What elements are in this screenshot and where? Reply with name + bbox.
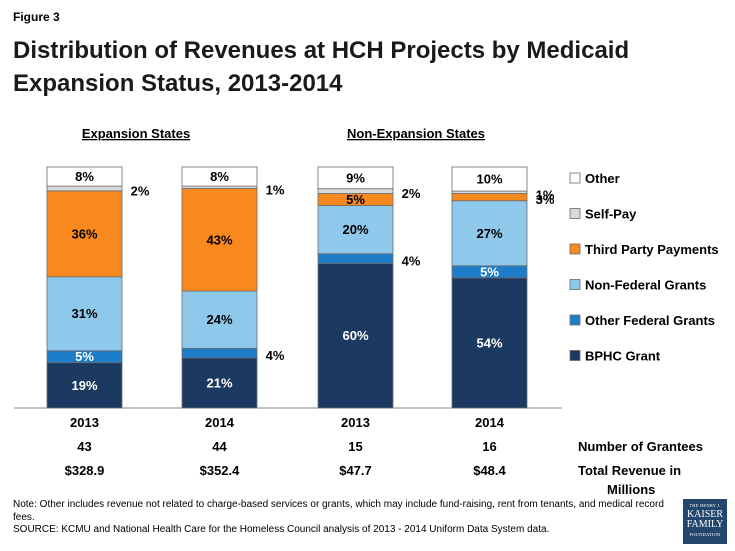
data-label: 1% [266, 182, 285, 197]
logo-line-2: KAISER [686, 509, 724, 520]
bar-segment [451, 193, 528, 202]
legend-label: Third Party Payments [585, 242, 719, 257]
bar-segment [451, 200, 528, 267]
bar-segment [46, 185, 123, 192]
legend-swatch [569, 172, 581, 184]
data-label: 54% [476, 335, 502, 350]
data-label: 5% [480, 264, 499, 279]
data-label: 4% [266, 348, 285, 363]
bar-segment [181, 166, 258, 187]
x-tick-label: 2013 [70, 415, 99, 430]
bar-segment [317, 188, 394, 194]
group-label: Expansion States [82, 126, 190, 141]
data-label: 5% [346, 192, 365, 207]
x-tick-label: 2013 [341, 415, 370, 430]
row-label-revenue: Total Revenue in [578, 463, 681, 478]
bar-segment [181, 290, 258, 349]
data-label: 36% [71, 226, 97, 241]
data-label: 8% [210, 169, 229, 184]
row-value: 43 [77, 439, 91, 454]
logo-line-1: THE HENRY J. [689, 503, 721, 508]
source-text: SOURCE: KCMU and National Health Care fo… [13, 524, 550, 535]
row-value: $328.9 [65, 463, 105, 478]
row-label-grantees: Number of Grantees [578, 439, 703, 454]
row-value: $352.4 [200, 463, 241, 478]
row-value: $47.7 [339, 463, 372, 478]
legend-swatch [569, 243, 581, 255]
bar-segment [181, 347, 258, 359]
row-label-revenue-unit: Millions [607, 482, 655, 497]
row-value: $48.4 [473, 463, 506, 478]
row-value: 15 [348, 439, 362, 454]
data-label: 4% [402, 254, 421, 269]
bar-segment [181, 357, 258, 409]
legend-swatch [569, 314, 581, 326]
data-label: 3% [536, 192, 555, 207]
legend-label: BPHC Grant [585, 349, 661, 364]
data-label: 19% [71, 378, 97, 393]
x-tick-label: 2014 [475, 415, 505, 430]
legend-swatch [569, 350, 581, 361]
bar-segment [46, 276, 123, 352]
bar-segment [451, 166, 528, 192]
data-label: 43% [206, 232, 232, 247]
data-label: 10% [476, 172, 502, 187]
kaiser-family-foundation-logo: THE HENRY J. KAISER FAMILY FOUNDATION [683, 499, 727, 544]
chart-title: Distribution of Revenues at HCH Projects… [13, 37, 630, 97]
row-value: 44 [212, 439, 227, 454]
bar-segment [46, 166, 123, 187]
logo-line-3: FAMILY [686, 519, 724, 530]
data-label: 20% [342, 222, 368, 237]
data-label: 1% [536, 187, 555, 202]
legend-label: Self-Pay [585, 207, 637, 222]
data-label: 8% [75, 169, 94, 184]
bar-segment [451, 277, 528, 409]
legend-swatch [569, 208, 581, 219]
legend-label: Non-Federal Grants [585, 278, 706, 293]
data-label: 31% [71, 306, 97, 321]
data-label: 27% [476, 226, 502, 241]
data-label: 2% [131, 183, 150, 198]
legend-swatch [569, 279, 581, 290]
legend-label: Other Federal Grants [585, 313, 715, 328]
bar-segment [317, 253, 394, 264]
row-value: 16 [482, 439, 496, 454]
figure-label: Figure 3 [13, 10, 60, 24]
data-label: 9% [346, 170, 365, 185]
data-label: 2% [402, 186, 421, 201]
bar-segment [317, 262, 394, 409]
x-tick-label: 2014 [205, 415, 235, 430]
logo-line-4: FOUNDATION [689, 532, 721, 537]
data-label: 5% [75, 349, 94, 364]
data-label: 24% [206, 312, 232, 327]
bar-segment [317, 205, 394, 255]
data-label: 21% [206, 375, 232, 390]
note-text: Note: Other includes revenue not related… [13, 499, 664, 523]
group-label: Non-Expansion States [347, 126, 485, 141]
legend-label: Other [585, 171, 620, 186]
bar-segment [317, 166, 394, 190]
chart-notes: Note: Other includes revenue not related… [13, 499, 673, 537]
data-label: 60% [342, 328, 368, 343]
